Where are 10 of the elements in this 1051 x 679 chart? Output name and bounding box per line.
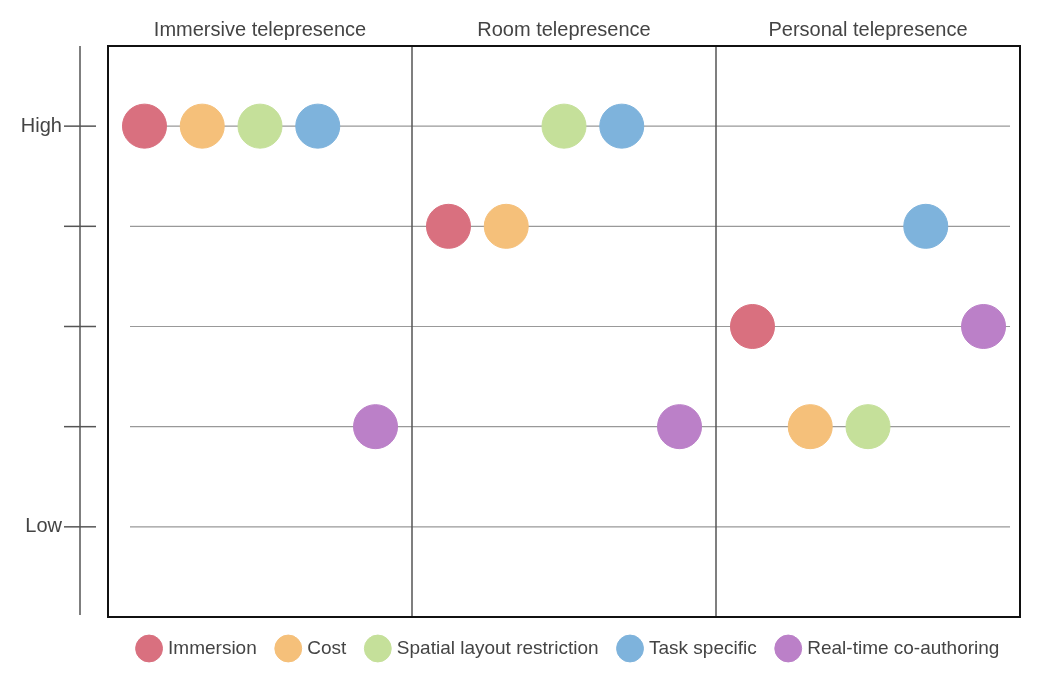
x-tick-label: Personal telepresence <box>768 17 968 40</box>
x-tick-label: Room telepresence <box>477 17 651 40</box>
text: Low <box>25 514 63 537</box>
legend-label: Cost <box>307 636 348 658</box>
legend-label: Immersion <box>168 636 257 658</box>
legend-label: Spatial layout restriction <box>396 636 599 658</box>
text: High <box>20 113 62 136</box>
x-tick-label: Immersive telepresence <box>153 17 367 40</box>
legend-label: Task specific <box>649 636 757 658</box>
legend-label: Real-time co-authoring <box>807 636 1000 658</box>
